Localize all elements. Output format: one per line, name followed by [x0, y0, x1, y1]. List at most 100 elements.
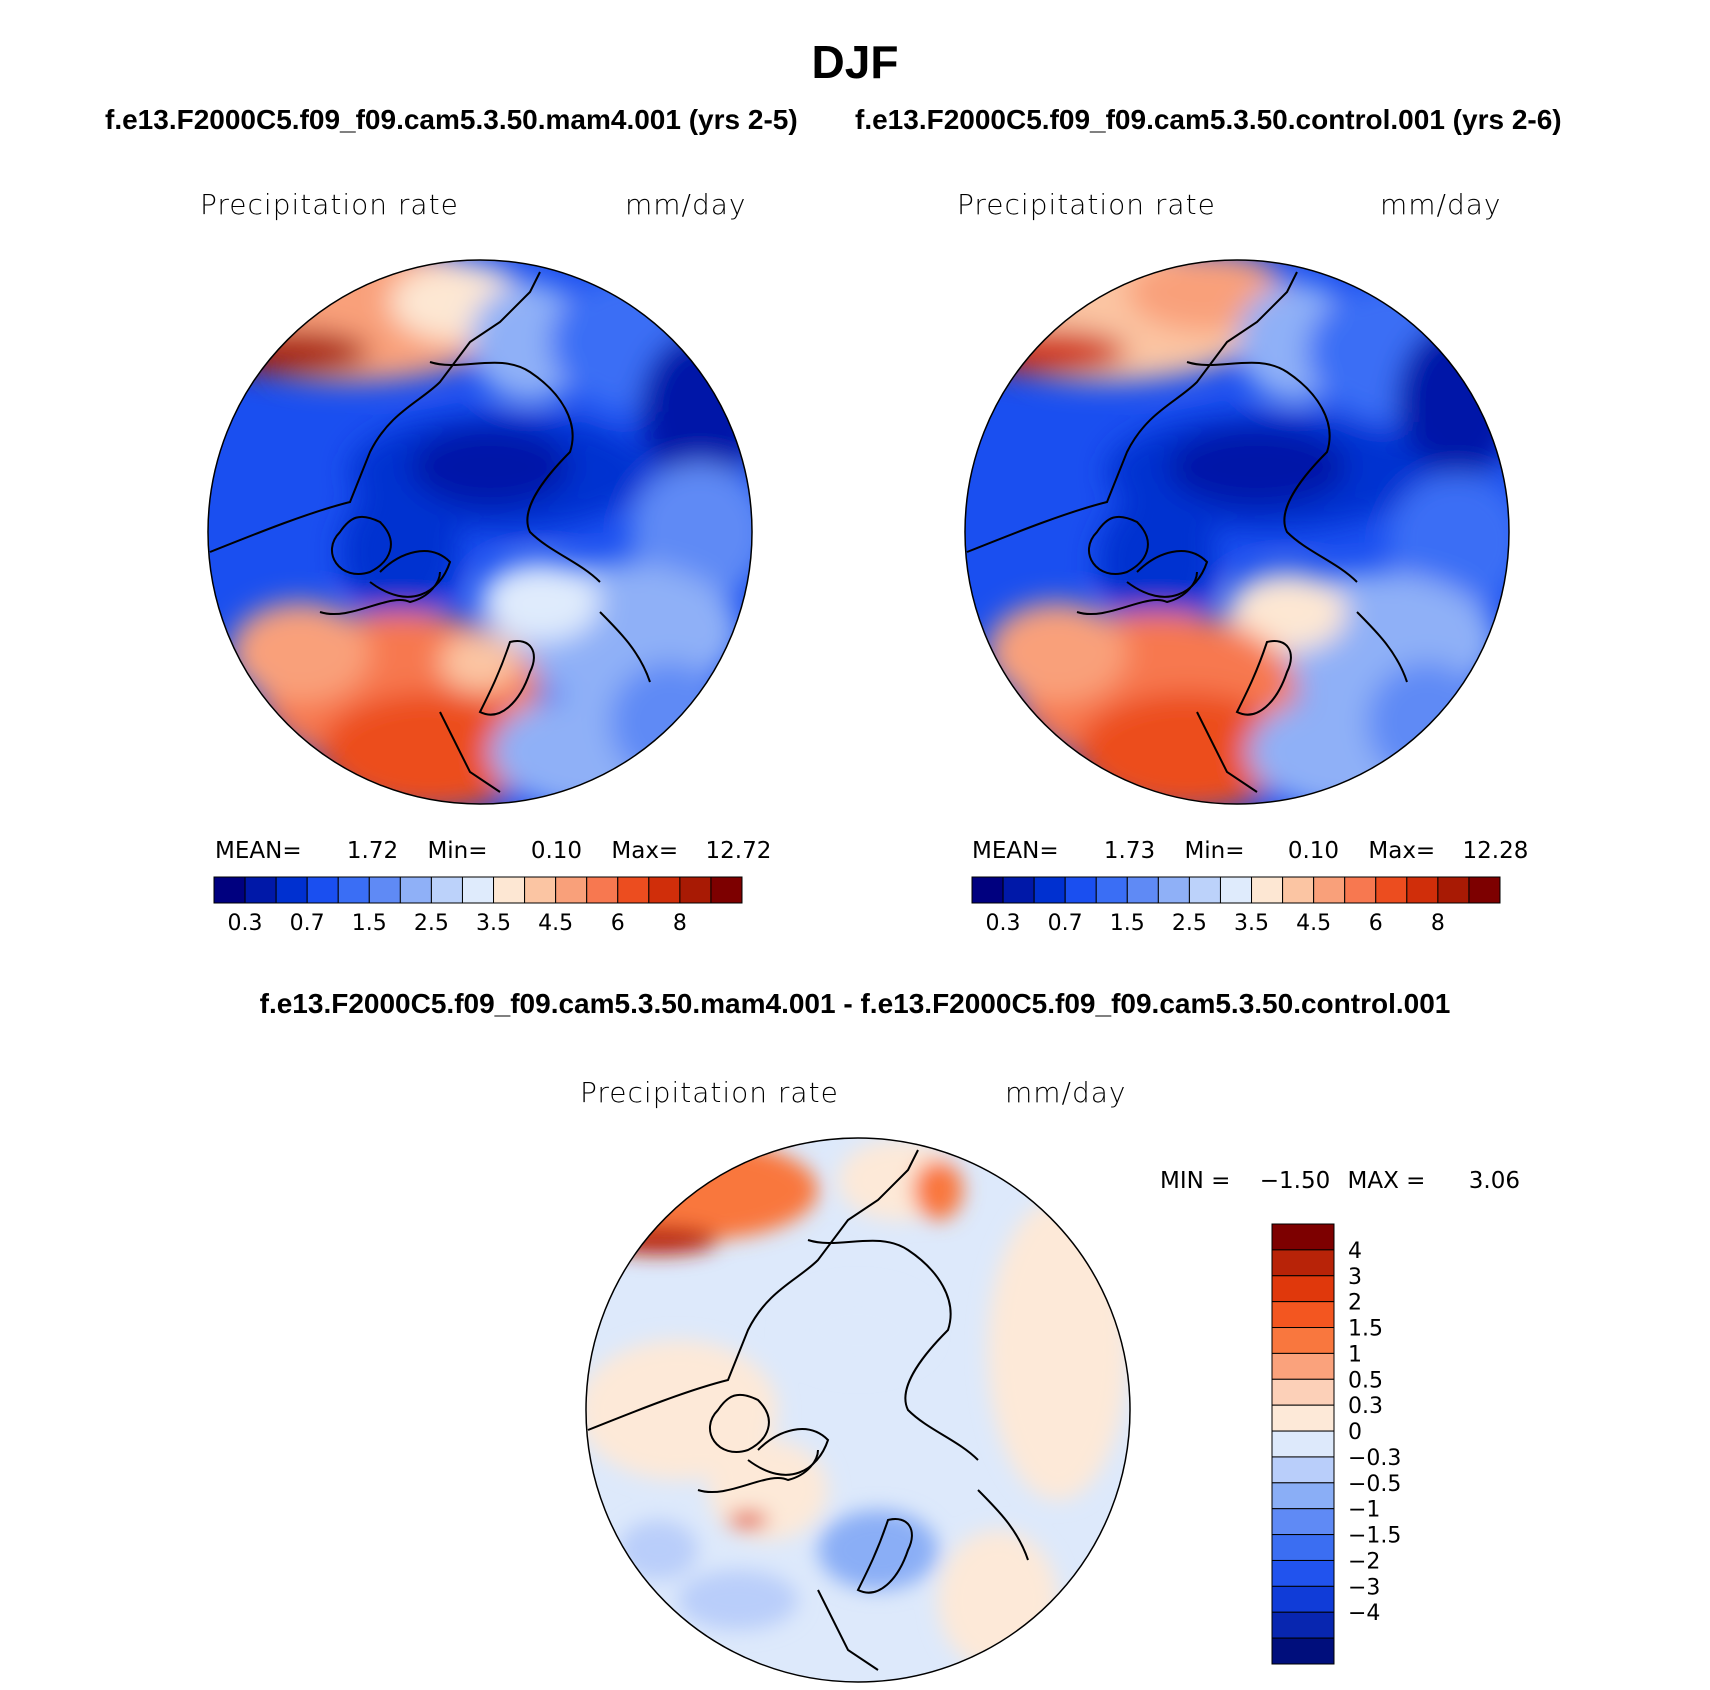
colorbar-swatch: [524, 876, 557, 904]
colorbar-tick-label: 0.7: [1048, 911, 1083, 936]
colorbar-swatch: [1271, 1430, 1335, 1458]
colorbar-swatch: [1271, 1223, 1335, 1251]
min-label: Min=: [1184, 838, 1245, 864]
colorbar-swatch: [1271, 1301, 1335, 1329]
colorbar-swatch: [1468, 876, 1501, 904]
colorbar-swatch: [1064, 876, 1097, 904]
colorbar-tick-label: 8: [673, 911, 687, 936]
colorbar-swatch: [1313, 876, 1346, 904]
min-value: −1.50: [1259, 1168, 1331, 1194]
colorbar-tick-label: 0.3: [228, 911, 263, 936]
colorbar-swatch: [1406, 876, 1439, 904]
mean-label: MEAN=: [972, 838, 1059, 864]
colorbar-swatch: [1271, 1559, 1335, 1587]
max-label: Max=: [611, 838, 679, 864]
colorbar-swatch: [1282, 876, 1315, 904]
colorbar-swatch: [1157, 876, 1190, 904]
colorbar-swatch: [1271, 1404, 1335, 1432]
min-label: MIN =: [1160, 1168, 1231, 1194]
colorbar-tick-label: 4.5: [538, 911, 573, 936]
colorbar-top-right: 0.3 0.7 1.5 2.5 3.5 4.5 6 8: [971, 876, 1501, 936]
mean-value: 1.72: [346, 838, 399, 864]
colorbar-swatch: [648, 876, 681, 904]
colorbar-swatch: [1033, 876, 1066, 904]
colorbar-swatch: [213, 876, 246, 904]
colorbar-tick-label: 4: [1348, 1239, 1362, 1264]
colorbar-tick-label: 1.5: [1348, 1317, 1383, 1342]
colorbar-swatch: [1375, 876, 1408, 904]
colorbar-swatch: [1271, 1456, 1335, 1484]
variable-label-diff: Precipitation rate: [580, 1076, 839, 1109]
max-label: MAX =: [1347, 1168, 1426, 1194]
colorbar-swatch: [1219, 876, 1253, 904]
colorbar-swatch: [679, 876, 712, 904]
colorbar-tick-label: 3.5: [476, 911, 511, 936]
colorbar-tick-label: 6: [1369, 911, 1383, 936]
colorbar-swatch: [1437, 876, 1470, 904]
polar-map-difference: [585, 1137, 1131, 1683]
polar-map-top-left: [207, 259, 753, 805]
mean-value: 1.73: [1103, 838, 1156, 864]
colorbar-tick-label: −0.3: [1348, 1446, 1401, 1471]
colorbar-tick-label: −1.5: [1348, 1524, 1401, 1549]
colorbar-tick-label: −4: [1348, 1601, 1380, 1626]
colorbar-swatch: [337, 876, 370, 904]
colorbar-tick-label: 3: [1348, 1265, 1362, 1290]
colorbar-tick-label: 1.5: [1110, 911, 1145, 936]
max-value: 3.06: [1468, 1168, 1520, 1194]
colorbar-tick-label: 0.5: [1348, 1368, 1383, 1393]
stats-top-right: MEAN= 1.73 Min= 0.10 Max= 12.28: [972, 838, 1528, 864]
colorbar-tick-label: 2.5: [1172, 911, 1207, 936]
colorbar-swatch: [1271, 1585, 1335, 1613]
colorbar-swatch: [306, 876, 339, 904]
colorbar-top-left: 0.3 0.7 1.5 2.5 3.5 4.5 6 8: [213, 876, 743, 936]
colorbar-tick-label: 0: [1348, 1420, 1362, 1445]
units-label-top-left: mm/day: [625, 188, 747, 221]
colorbar-tick-label: −2: [1348, 1549, 1380, 1574]
colorbar-tick-label: 1: [1348, 1342, 1362, 1367]
colorbar-swatch: [1344, 876, 1377, 904]
min-value: 0.10: [1287, 838, 1340, 864]
colorbar-swatch: [1251, 876, 1284, 904]
colorbar-swatch: [1271, 1352, 1335, 1380]
colorbar-swatch: [1271, 1482, 1335, 1510]
colorbar-tick-label: −0.5: [1348, 1472, 1401, 1497]
units-label-diff: mm/day: [1005, 1076, 1127, 1109]
colorbar-swatch: [710, 876, 743, 904]
colorbar-swatch: [461, 876, 495, 904]
colorbar-swatch: [586, 876, 619, 904]
colorbar-swatch: [555, 876, 588, 904]
colorbar-swatch: [1271, 1508, 1335, 1536]
colorbar-tick-label: −1: [1348, 1498, 1380, 1523]
colorbar-swatch: [1271, 1327, 1335, 1354]
case-label-diff: f.e13.F2000C5.f09_f09.cam5.3.50.mam4.001…: [259, 988, 1451, 1019]
colorbar-tick-label: −3: [1348, 1575, 1380, 1600]
colorbar-swatch: [430, 876, 463, 904]
colorbar-tick-label: 8: [1431, 911, 1445, 936]
colorbar-tick-label: 3.5: [1234, 911, 1269, 936]
min-value: 0.10: [530, 838, 583, 864]
colorbar-tick-label: 2: [1348, 1291, 1362, 1316]
colorbar-tick-label: 1.5: [352, 911, 387, 936]
mean-label: MEAN=: [215, 838, 302, 864]
colorbar-swatch: [399, 876, 432, 904]
colorbar-swatch: [1271, 1275, 1335, 1303]
colorbar-swatch: [368, 876, 401, 904]
colorbar-swatch: [275, 876, 308, 904]
colorbar-tick-label: 0.3: [1348, 1394, 1383, 1419]
colorbar-swatch: [1188, 876, 1221, 904]
colorbar-swatch: [493, 876, 526, 904]
colorbar-tick-label: 4.5: [1296, 911, 1331, 936]
variable-label-top-right: Precipitation rate: [957, 188, 1216, 221]
colorbar-swatch: [1271, 1611, 1335, 1639]
case-label-top-right: f.e13.F2000C5.f09_f09.cam5.3.50.control.…: [855, 104, 1562, 135]
colorbar-swatch: [1095, 876, 1128, 904]
min-label: Min=: [427, 838, 488, 864]
case-label-top-left: f.e13.F2000C5.f09_f09.cam5.3.50.mam4.001…: [105, 104, 798, 135]
colorbar-swatch: [1271, 1534, 1335, 1561]
colorbar-tick-label: 0.3: [986, 911, 1021, 936]
colorbar-swatch: [1271, 1378, 1335, 1406]
polar-map-top-right: [964, 259, 1510, 805]
colorbar-swatch: [1271, 1249, 1335, 1277]
